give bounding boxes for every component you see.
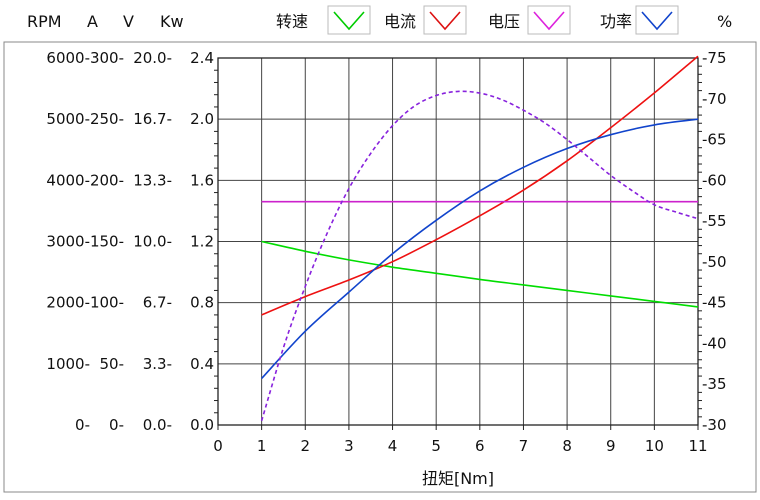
left-tick-label-a: 50- xyxy=(100,355,125,373)
right-tick-label: -30 xyxy=(702,416,727,434)
series-line-3 xyxy=(261,118,699,380)
x-tick-label: 6 xyxy=(475,437,485,455)
header: RPM A V Kw 转速 电流 电压 功率% xyxy=(27,5,732,35)
left-tick-label-rpm: 2000- xyxy=(46,294,90,312)
x-tick-label: 9 xyxy=(606,437,616,455)
legend-swatch xyxy=(327,5,371,35)
right-tick-label: -40 xyxy=(702,334,727,352)
left-tick-label-a: 100- xyxy=(90,294,124,312)
left-tick-label-rpm: 5000- xyxy=(46,110,90,128)
unit-label-v: V xyxy=(123,12,134,31)
unit-label-kw: Kw xyxy=(160,12,184,31)
legend-label: 电流 xyxy=(384,12,416,31)
legend-swatch xyxy=(423,5,467,35)
grid xyxy=(218,58,698,425)
left-tick-label-rpm: 6000- xyxy=(46,49,90,67)
left-axis-tick-labels: 0- 1000- 2000- 3000- 4000- 5000- 6000- 0- 50- 100… xyxy=(46,49,214,434)
right-tick-label: -35 xyxy=(702,375,727,393)
left-tick-label-v: 10.0- xyxy=(133,233,172,251)
x-tick-label: 2 xyxy=(300,437,310,455)
x-tick-label: 1 xyxy=(257,437,267,455)
x-tick-label: 11 xyxy=(688,437,707,455)
series-layer xyxy=(260,55,699,422)
legend: 转速 电流 电压 功率% xyxy=(276,5,732,35)
left-tick-label-v: 3.3- xyxy=(143,355,172,373)
right-tick-label: -55 xyxy=(702,212,727,230)
minor-ticks xyxy=(214,65,702,430)
series-line-0 xyxy=(261,240,699,308)
x-tick-label: 10 xyxy=(645,437,664,455)
x-tick-label: 8 xyxy=(562,437,572,455)
x-tick-label: 4 xyxy=(388,437,398,455)
left-tick-label-v: 6.7- xyxy=(143,294,172,312)
left-tick-label-a: 300- xyxy=(90,49,124,67)
left-tick-label-rpm: 4000- xyxy=(46,171,90,189)
x-axis-tick-labels: 0 1 2 3 4 5 6 7 8 9 10 11 xyxy=(213,437,707,455)
left-tick-label-a: 0- xyxy=(109,416,124,434)
left-tick-label-rpm: 0- xyxy=(75,416,90,434)
right-tick-label: -60 xyxy=(702,171,727,189)
legend-label: % xyxy=(717,12,732,31)
x-tick-label: 7 xyxy=(519,437,529,455)
right-tick-label: -50 xyxy=(702,253,727,271)
legend-swatch xyxy=(635,5,679,35)
right-tick-label: -45 xyxy=(702,294,727,312)
left-tick-label-v: 20.0- xyxy=(133,49,172,67)
legend-label: 功率 xyxy=(600,12,632,31)
legend-swatch xyxy=(527,5,571,35)
left-tick-label-kw: 1.2 xyxy=(190,233,214,251)
left-tick-label-kw: 0.4 xyxy=(190,355,214,373)
x-tick-label: 3 xyxy=(344,437,354,455)
left-tick-label-kw: 1.6 xyxy=(190,171,214,189)
left-tick-label-kw: 2.4 xyxy=(190,49,214,67)
left-tick-label-v: 16.7- xyxy=(133,110,172,128)
unit-label-rpm: RPM xyxy=(27,12,62,31)
left-tick-label-a: 150- xyxy=(90,233,124,251)
x-tick-label: 0 xyxy=(213,437,223,455)
left-tick-label-v: 13.3- xyxy=(133,171,172,189)
x-axis-label: 扭矩[Nm] xyxy=(422,469,494,488)
legend-label: 转速 xyxy=(276,12,308,31)
series-line-4 xyxy=(260,90,699,422)
left-tick-label-a: 200- xyxy=(90,171,124,189)
left-tick-label-kw: 2.0 xyxy=(190,110,214,128)
series-line-1 xyxy=(261,55,699,316)
plot-area xyxy=(217,57,699,426)
x-tick-label: 5 xyxy=(431,437,441,455)
unit-label-a: A xyxy=(87,12,98,31)
right-tick-label: -65 xyxy=(702,131,727,149)
right-axis-tick-labels: -30 -35 -40 -45 -50 -55 -60 -65 -70 -75 xyxy=(702,49,727,434)
left-tick-label-kw: 0.0 xyxy=(190,416,214,434)
legend-label: 电压 xyxy=(488,12,520,31)
left-tick-label-v: 0.0- xyxy=(143,416,172,434)
left-tick-label-kw: 0.8 xyxy=(190,294,214,312)
right-tick-label: -70 xyxy=(702,90,727,108)
chart-frame xyxy=(3,41,757,493)
left-tick-label-rpm: 3000- xyxy=(46,233,90,251)
left-tick-label-a: 250- xyxy=(90,110,124,128)
right-tick-label: -75 xyxy=(702,49,727,67)
left-tick-label-rpm: 1000- xyxy=(46,355,90,373)
